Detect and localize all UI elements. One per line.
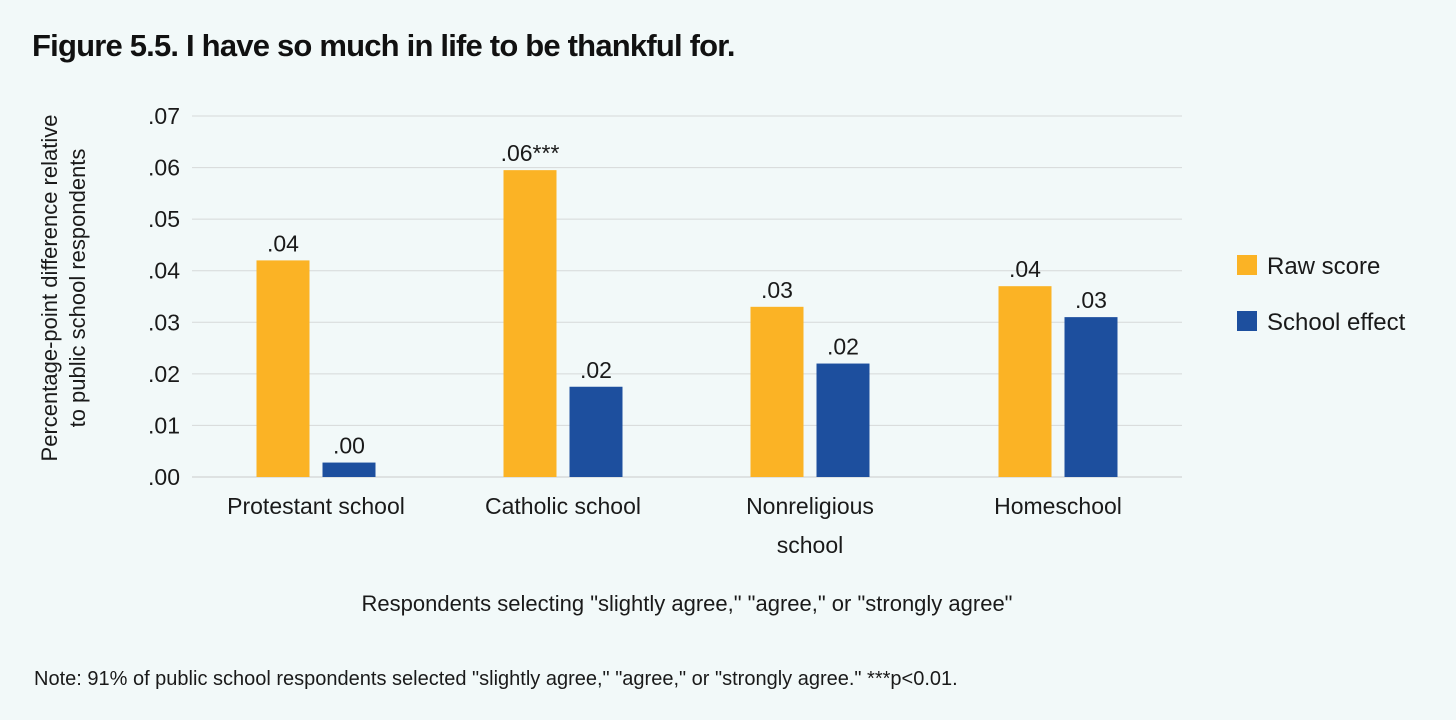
bar-value-label: .02 (827, 334, 859, 360)
bar-value-label: .03 (1075, 287, 1107, 313)
y-tick-label: .05 (148, 206, 180, 232)
y-tick-label: .06 (148, 155, 180, 181)
bar-value-label: .02 (580, 357, 612, 383)
y-tick-label: .04 (148, 258, 180, 284)
x-category-label: Homeschool (994, 493, 1122, 519)
school-effect-bar (816, 363, 870, 477)
bar-value-label: .04 (1009, 256, 1041, 282)
x-category-label: Nonreligious school (746, 493, 874, 558)
legend-item-school-effect: School effect (1237, 309, 1406, 336)
y-axis-ticks: .00 .01 .02 .03 .04 .05 .06 .07 (148, 103, 180, 490)
axis-titles: Respondents selecting "slightly agree," … (37, 115, 1013, 616)
bar-value-label: .04 (267, 230, 299, 256)
y-tick-label: .07 (148, 103, 180, 129)
chart-title: Figure 5.5. I have so much in life to be… (32, 28, 735, 63)
x-category-label: Catholic school (485, 493, 641, 519)
y-tick-label: .00 (148, 464, 180, 490)
raw-score-bar (503, 170, 557, 477)
bar-value-label: .06*** (501, 140, 560, 166)
legend-swatch (1237, 255, 1257, 275)
bar-value-label: .03 (761, 277, 793, 303)
raw-score-bar (750, 306, 804, 477)
raw-score-bar (998, 286, 1052, 477)
y-tick-label: .01 (148, 412, 180, 438)
legend-swatch (1237, 311, 1257, 331)
legend-label: Raw score (1267, 253, 1380, 280)
raw-score-bar (256, 260, 310, 477)
y-tick-label: .03 (148, 309, 180, 335)
footnote: Note: 91% of public school respondents s… (34, 668, 958, 690)
legend: Raw score School effect (1237, 253, 1406, 336)
x-category-label: Protestant school (227, 493, 405, 519)
x-axis-categories: Protestant school Catholic school Nonrelig… (227, 493, 1122, 558)
school-effect-bar (1064, 317, 1118, 477)
y-axis-title: Percentage-point difference relative to p… (37, 115, 90, 462)
bar-value-label: .00 (333, 433, 365, 459)
legend-label: School effect (1267, 309, 1406, 336)
y-tick-label: .02 (148, 361, 180, 387)
bars (256, 170, 1118, 477)
bar-data-labels: .04 .06*** .03 .04 .00 .02 .02 .03 (267, 140, 1107, 458)
x-axis-title: Respondents selecting "slightly agree," … (362, 591, 1013, 616)
school-effect-bar (322, 462, 376, 477)
school-effect-bar (569, 386, 623, 477)
legend-item-raw-score: Raw score (1237, 253, 1380, 280)
